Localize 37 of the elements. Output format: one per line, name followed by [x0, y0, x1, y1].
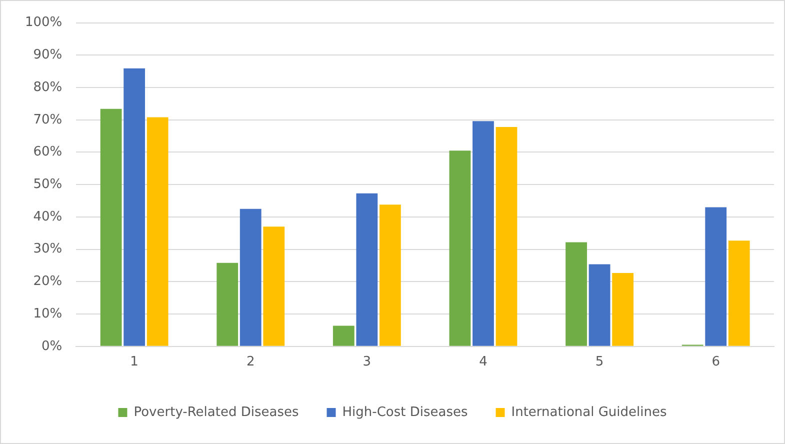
legend-label: International Guidelines — [511, 404, 667, 420]
bar — [124, 68, 146, 346]
bar — [216, 262, 238, 346]
x-tick-label: 6 — [712, 354, 720, 370]
bar — [449, 150, 471, 346]
y-tick-label: 100% — [24, 15, 62, 30]
y-tick-label: 0% — [42, 338, 62, 354]
y-tick-label: 70% — [33, 112, 62, 128]
legend-label: Poverty-Related Diseases — [134, 404, 299, 420]
x-tick-label: 5 — [595, 354, 604, 370]
bar — [728, 240, 750, 346]
bar — [332, 326, 354, 346]
y-tick-label: 60% — [33, 144, 62, 160]
x-tick-label: 4 — [479, 354, 488, 370]
y-tick-label: 50% — [33, 176, 62, 192]
y-tick-label: 90% — [33, 48, 62, 63]
bar — [472, 121, 494, 346]
bar — [588, 264, 610, 346]
x-tick-label: 2 — [246, 354, 255, 370]
y-tick-label: 30% — [33, 242, 62, 257]
bar — [566, 242, 587, 346]
x-tick-label: 3 — [362, 354, 372, 370]
legend-label: High-Cost Diseases — [342, 404, 468, 420]
y-tick-label: 80% — [33, 80, 62, 95]
bar — [240, 208, 262, 346]
bar — [612, 272, 634, 346]
bar — [146, 117, 168, 346]
bar — [356, 193, 378, 346]
y-tick-label: 20% — [33, 274, 62, 290]
y-tick-label: 10% — [33, 306, 62, 322]
bar — [705, 207, 727, 346]
bar — [263, 226, 285, 346]
x-tick-label: 1 — [130, 354, 138, 370]
bar — [496, 127, 518, 346]
bar — [100, 108, 122, 346]
bar — [379, 204, 401, 346]
y-tick-label: 40% — [33, 209, 62, 224]
